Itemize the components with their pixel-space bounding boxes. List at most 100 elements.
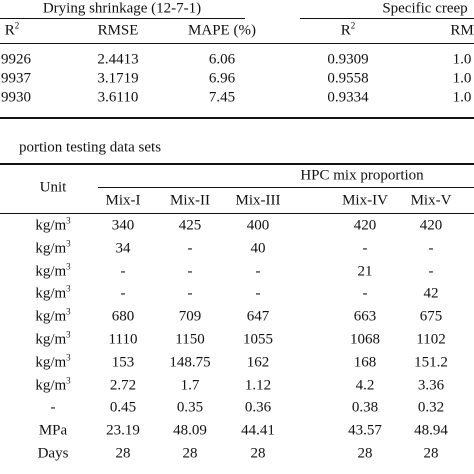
cell: 2.4413 (97, 51, 139, 68)
cell: 48.09 (173, 422, 207, 439)
cell: 0.35 (176, 399, 204, 416)
cell: - (255, 285, 261, 302)
cell: 4.2 (355, 377, 375, 394)
cell: 675 (419, 308, 443, 325)
text: kg/m (35, 217, 67, 234)
cell: 9937 (1, 70, 31, 87)
cell: 153 (111, 354, 135, 371)
text: kg/m (35, 308, 67, 325)
unit: kg/m3 (35, 215, 71, 234)
cell: 1.12 (244, 377, 272, 394)
cell: 0.9309 (327, 51, 369, 68)
column-header: Mix-I (105, 192, 141, 209)
text: kg/m (35, 377, 67, 394)
rule (0, 213, 474, 214)
cell: 709 (178, 308, 202, 325)
column-header: Mix-III (235, 192, 281, 209)
cell: 2.72 (109, 377, 137, 394)
cell: 1110 (108, 331, 138, 348)
column-header: Unit (39, 179, 67, 196)
cell: 400 (246, 217, 270, 234)
cell: 42 (423, 285, 439, 302)
superscript: 3 (66, 261, 71, 272)
cell: 0.32 (417, 399, 445, 416)
cell: - (255, 263, 261, 280)
cell: 48.94 (414, 422, 448, 439)
cell: 663 (353, 308, 377, 325)
unit: kg/m3 (35, 306, 71, 325)
text: kg/m (35, 354, 67, 371)
cell: 28 (250, 445, 266, 462)
cell: 28 (115, 445, 131, 462)
cell: 9926 (1, 51, 31, 68)
unit: - (50, 399, 56, 416)
cell: 43.57 (348, 422, 382, 439)
cell: 1068 (350, 331, 380, 348)
cell: 28 (182, 445, 198, 462)
cell: 0.9558 (327, 70, 369, 87)
caption: portion testing data sets (18, 139, 162, 156)
cell: - (120, 263, 126, 280)
cell: 425 (178, 217, 202, 234)
cell: 0.45 (109, 399, 137, 416)
rule (0, 163, 474, 165)
cell: 7.45 (208, 89, 236, 106)
cell: 0.38 (351, 399, 379, 416)
cell: 3.6110 (97, 89, 139, 106)
text: kg/m (35, 263, 67, 280)
cell: - (362, 285, 368, 302)
column-header: Mix-II (170, 192, 210, 209)
cell: - (362, 240, 368, 257)
unit: MPa (38, 422, 68, 439)
cell: 44.41 (241, 422, 275, 439)
cell: 420 (353, 217, 377, 234)
rule (98, 187, 474, 188)
cell: - (187, 285, 193, 302)
cell: 1.7 (180, 377, 200, 394)
cell: 340 (111, 217, 135, 234)
unit: kg/m3 (35, 284, 70, 302)
superscript: 3 (66, 215, 71, 226)
column-header: MAPE (%) (188, 22, 256, 39)
column-header: Mix-IV (342, 192, 388, 209)
rule (0, 18, 245, 19)
cell: 420 (419, 217, 443, 234)
cell: 28 (423, 445, 439, 462)
cell: 40 (250, 240, 266, 257)
cell: 1.0 (452, 70, 472, 87)
cell: 34 (115, 240, 131, 257)
superscript: 3 (66, 238, 71, 249)
column-header: R2 (4, 21, 20, 39)
cell: 151.2 (414, 354, 448, 371)
text: R (4, 22, 15, 39)
cell: 148.75 (169, 354, 211, 371)
cell: - (187, 240, 193, 257)
cell: 9930 (1, 89, 31, 106)
cell: 28 (357, 445, 373, 462)
rule (300, 18, 474, 19)
text: kg/m (35, 240, 67, 257)
cell: 23.19 (106, 422, 140, 439)
unit: kg/m3 (35, 238, 71, 257)
cell: 1.0 (452, 51, 472, 68)
column-header: R2 (341, 21, 356, 39)
cell: 680 (111, 308, 135, 325)
cell: - (187, 263, 193, 280)
cell: 168 (353, 354, 377, 371)
rule (0, 117, 474, 119)
rule (0, 43, 474, 44)
group-header: Specific creep (382, 0, 468, 17)
cell: 0.36 (244, 399, 272, 416)
column-header: Mix-V (410, 192, 452, 209)
superscript: 3 (66, 306, 71, 317)
cell: - (428, 240, 434, 257)
unit: kg/m3 (35, 376, 70, 394)
cell: 21 (357, 263, 373, 280)
cell: 1102 (416, 331, 446, 348)
unit: kg/m3 (35, 330, 70, 348)
group-header: HPC mix proportion (300, 167, 424, 184)
group-header: Drying shrinkage (12-7-1) (42, 0, 202, 17)
cell: 0.9334 (327, 89, 369, 106)
unit: kg/m3 (35, 261, 71, 280)
